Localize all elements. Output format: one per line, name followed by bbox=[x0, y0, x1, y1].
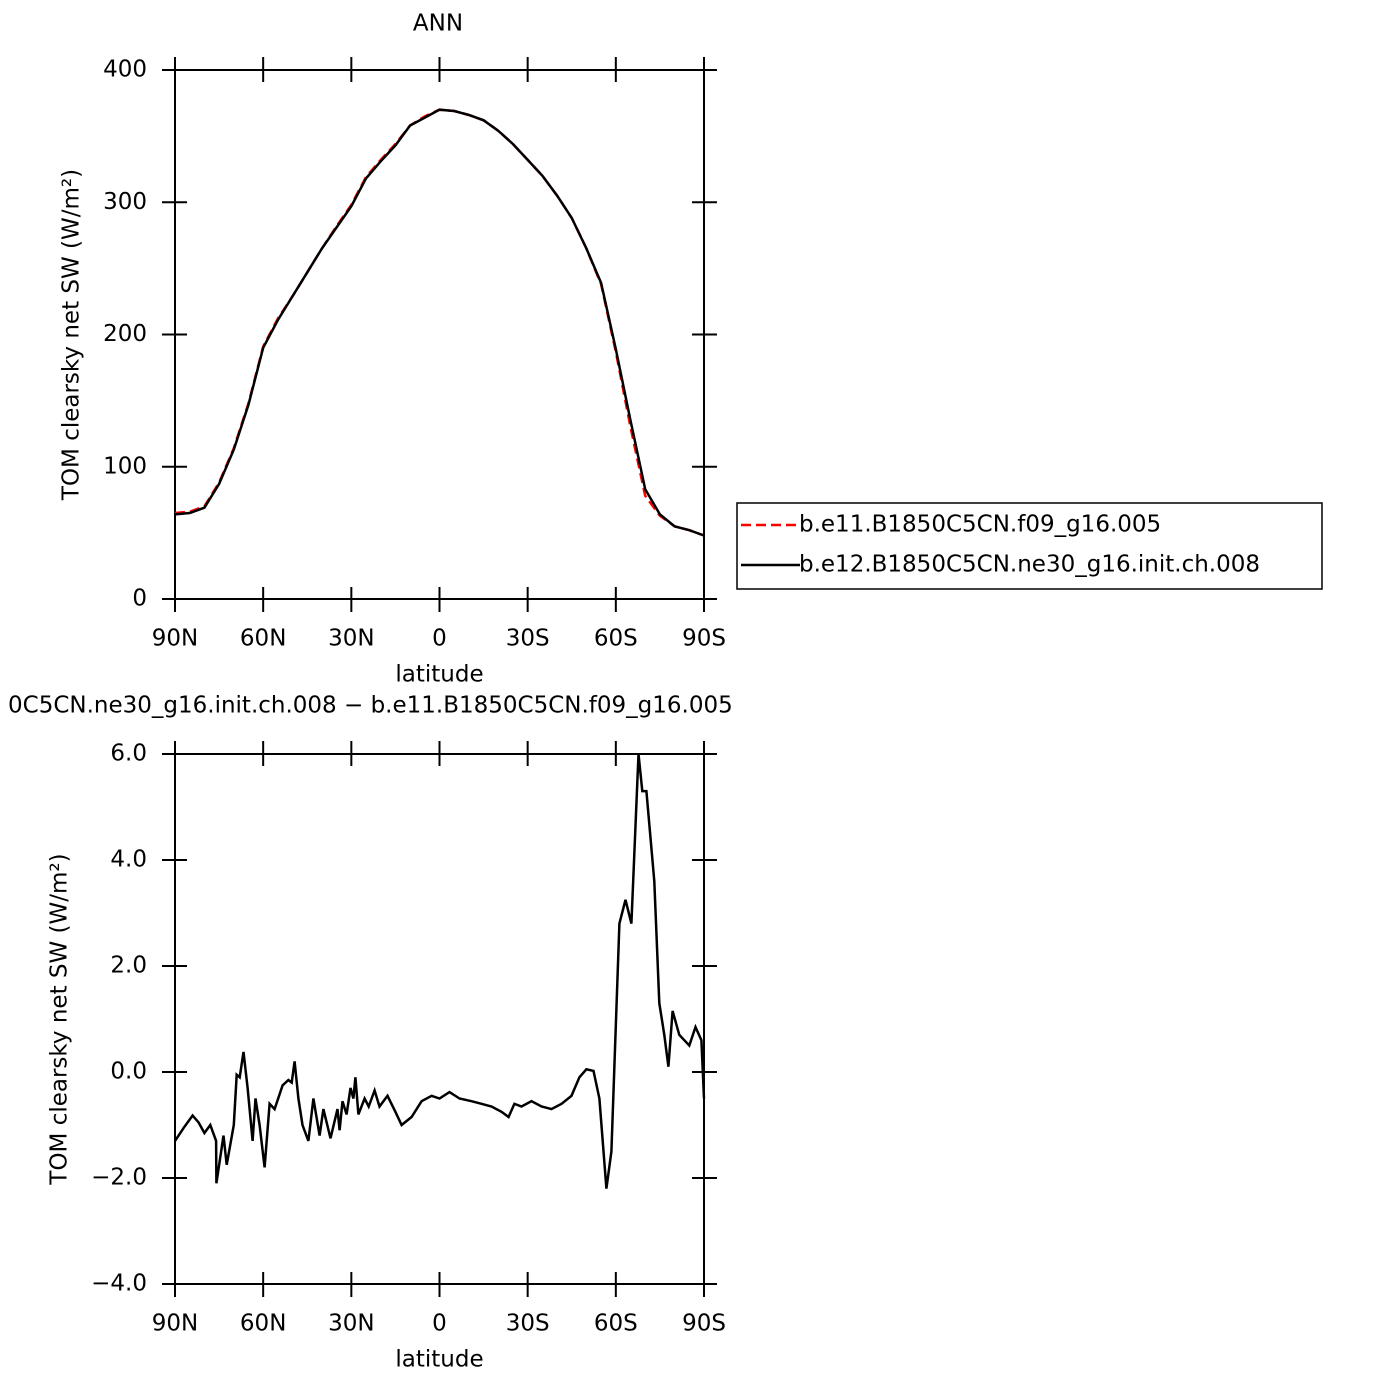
legend-label: b.e11.B1850C5CN.f09_g16.005 bbox=[799, 512, 1161, 538]
x-tick-label: 60N bbox=[240, 626, 286, 652]
data-line bbox=[174, 108, 705, 537]
x-tick-label: 90N bbox=[152, 1311, 198, 1337]
legend-box bbox=[736, 502, 1323, 590]
x-tick-label: 90S bbox=[682, 1311, 726, 1337]
y-tick-label: 6.0 bbox=[110, 741, 147, 767]
y-tick-label: 0.0 bbox=[110, 1059, 147, 1085]
y-tick-label: 0 bbox=[132, 586, 147, 612]
y-tick-label: 100 bbox=[103, 453, 147, 479]
y-tick-label: 400 bbox=[103, 57, 147, 83]
plot-frame bbox=[174, 69, 705, 600]
chart-title: ANN bbox=[413, 11, 463, 37]
x-tick-label: 30S bbox=[506, 626, 550, 652]
x-tick-label: 90S bbox=[682, 626, 726, 652]
data-line bbox=[173, 753, 706, 1189]
x-tick-label: 30N bbox=[328, 1311, 374, 1337]
y-tick-label: 2.0 bbox=[110, 953, 147, 979]
x-tick-label: 0 bbox=[432, 626, 447, 652]
x-tick-label: 90N bbox=[152, 626, 198, 652]
x-tick-label: 30S bbox=[506, 1311, 550, 1337]
plot-frame bbox=[174, 753, 705, 1285]
y-tick-label: 300 bbox=[103, 189, 147, 215]
y-tick-label: −2.0 bbox=[91, 1165, 147, 1191]
y-tick-label: −4.0 bbox=[91, 1271, 147, 1297]
x-tick-label: 60S bbox=[594, 626, 638, 652]
y-axis-label: TOM clearsky net SW (W/m²) bbox=[59, 169, 85, 501]
y-tick-label: 4.0 bbox=[110, 847, 147, 873]
x-axis-label: latitude bbox=[395, 662, 483, 688]
y-axis-label: TOM clearsky net SW (W/m²) bbox=[47, 853, 73, 1185]
legend-label: b.e12.B1850C5CN.ne30_g16.init.ch.008 bbox=[799, 552, 1260, 578]
y-tick-label: 200 bbox=[103, 321, 147, 347]
x-tick-label: 0 bbox=[432, 1311, 447, 1337]
chart-title: 0C5CN.ne30_g16.init.ch.008 − b.e11.B1850… bbox=[8, 693, 733, 719]
data-line bbox=[174, 108, 705, 537]
x-tick-label: 60S bbox=[594, 1311, 638, 1337]
x-axis-label: latitude bbox=[395, 1347, 483, 1373]
x-tick-label: 60N bbox=[240, 1311, 286, 1337]
x-tick-label: 30N bbox=[328, 626, 374, 652]
